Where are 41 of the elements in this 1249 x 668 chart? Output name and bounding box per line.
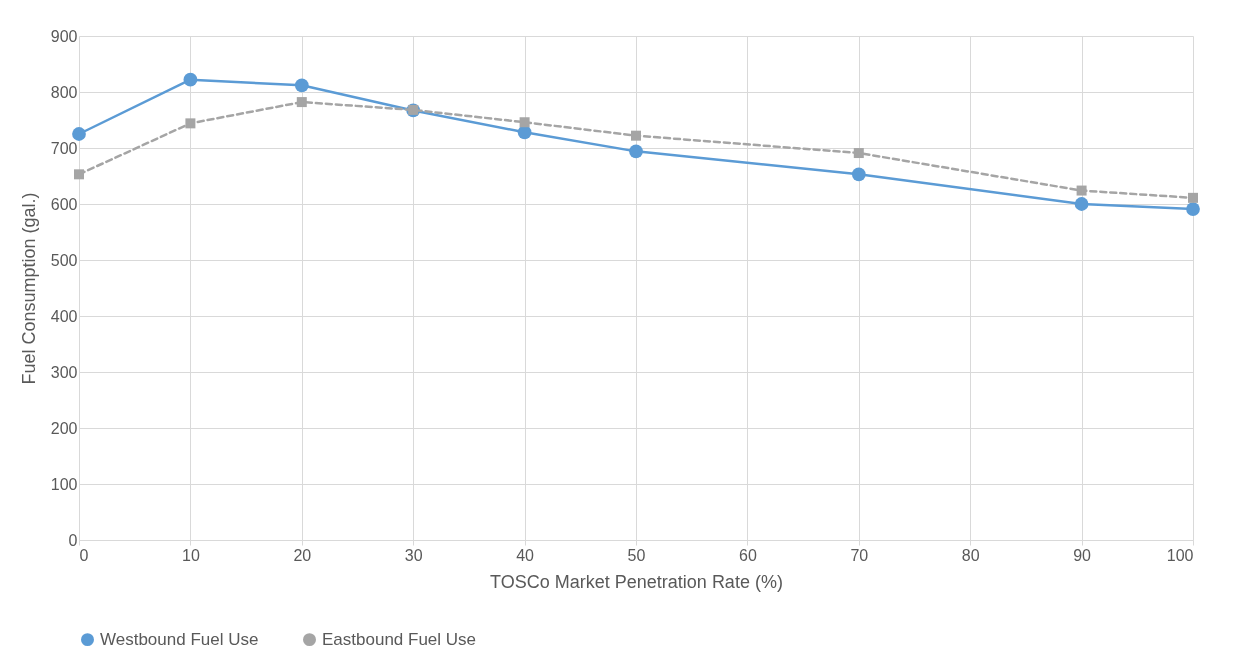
x-tick-label: 40	[516, 546, 535, 564]
x-tick-label: 60	[739, 546, 757, 564]
point	[74, 169, 84, 180]
x-axis-title: TOSCo Market Penetration Rate (%)	[490, 571, 783, 592]
point	[629, 144, 643, 159]
x-tick-label: 90	[1073, 546, 1092, 564]
point	[294, 78, 309, 93]
point	[185, 118, 196, 129]
y-tick-label: 300	[50, 363, 78, 381]
x-tick-label: 100	[1166, 546, 1194, 564]
point	[519, 117, 530, 128]
point	[1076, 185, 1087, 196]
y-tick-label: 100	[50, 475, 78, 493]
y-tick-label: 400	[50, 307, 78, 325]
point	[1188, 192, 1198, 203]
y-tick-label: 500	[50, 251, 78, 269]
point	[517, 125, 532, 140]
y-tick-label: 200	[50, 419, 78, 437]
x-tick-label: 0	[79, 546, 89, 564]
y-axis-title: Fuel Consumption (gal.)	[18, 192, 39, 385]
point	[296, 97, 307, 108]
x-tick-label: 10	[182, 546, 200, 564]
y-tick-label: 0	[68, 531, 78, 549]
x-tick-label: 50	[627, 546, 646, 564]
y-tick-label: 800	[50, 83, 78, 101]
point	[183, 72, 198, 87]
y-tick-label: 700	[50, 139, 78, 157]
point	[853, 148, 864, 159]
legend-label: Westbound Fuel Use	[100, 629, 259, 649]
x-tick-label: 70	[850, 546, 869, 564]
x-tick-label: 20	[293, 546, 312, 564]
point	[1186, 202, 1200, 216]
point	[1074, 197, 1089, 211]
point	[851, 167, 866, 182]
point	[72, 127, 86, 141]
point	[631, 130, 641, 141]
legend-label: Eastbound Fuel Use	[322, 629, 477, 649]
x-tick-label: 30	[404, 546, 423, 564]
y-tick-label: 900	[50, 27, 78, 45]
y-tick-label: 600	[50, 195, 78, 213]
x-tick-label: 80	[961, 546, 980, 564]
